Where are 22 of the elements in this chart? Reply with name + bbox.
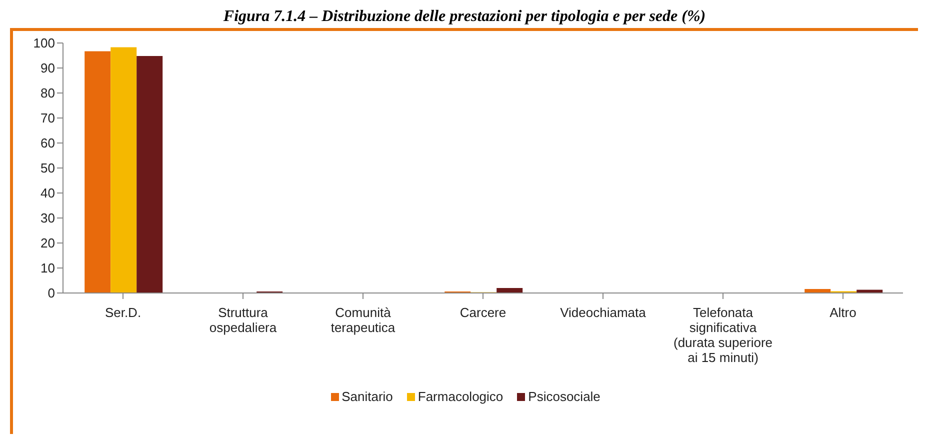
x-tick-label: Comunità terapeutica [330,305,396,335]
chart-title: Figura 7.1.4 – Distribuzione delle prestazioni per tipologia e per sede (%) [222,8,707,27]
y-tick-label: 70 [40,110,55,126]
y-tick-label: 40 [40,186,55,201]
y-tick-label: 50 [40,160,55,176]
y-tick-label: 30 [40,210,55,226]
legend-label: Sanitario [340,389,393,404]
y-tick-label: 10 [40,260,55,276]
x-tick-label: Telefonata significativa (durata superiore ai 15 minuti) [674,305,772,365]
y-tick-label: 0 [48,286,55,301]
y-tick-label: 90 [40,60,55,76]
x-tick-label: Struttura ospedaliera [209,305,278,335]
x-tick-label: Carcere [460,305,506,320]
x-tick-label: Ser.D. [104,305,142,320]
x-tick-label: Videochiamata [560,305,647,320]
legend-label: Psicosociale [527,389,600,404]
legend-label: Farmacologico [416,389,504,404]
y-tick-label: 80 [40,86,55,101]
y-tick-label: 100 [33,36,55,51]
y-tick-label: 20 [40,236,55,251]
x-tick-label: Altro [830,305,856,320]
y-tick-label: 60 [40,136,55,151]
